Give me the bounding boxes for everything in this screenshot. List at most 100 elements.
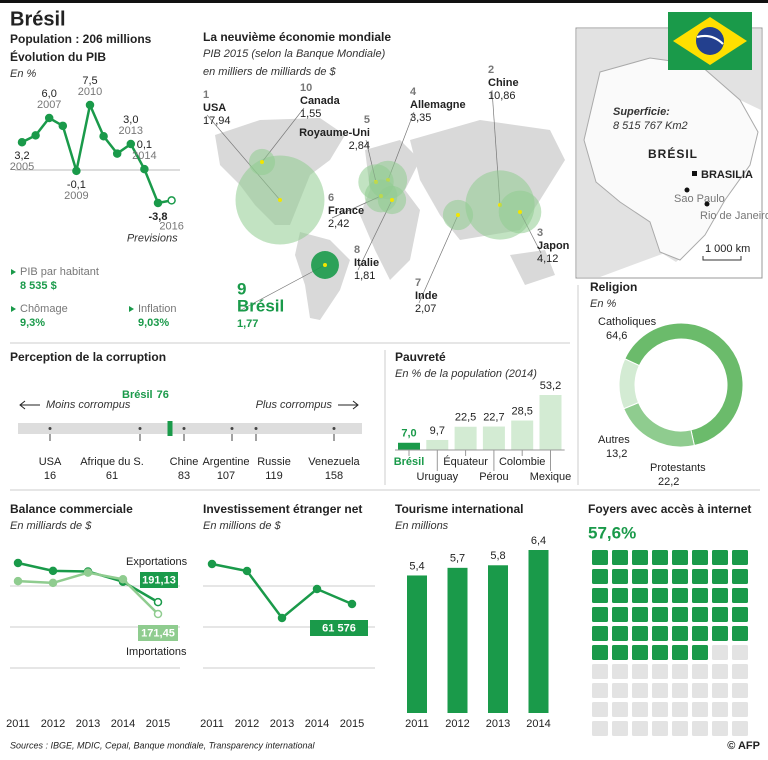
- area: 8 515 767 Km2: [613, 120, 688, 132]
- arrow: [338, 400, 359, 410]
- country: Inde: [415, 290, 438, 302]
- waffle-cell-filled: [632, 569, 648, 584]
- waffle-cell-filled: [672, 550, 688, 565]
- value-label: 22,2: [658, 476, 679, 488]
- waffle-cell-empty: [632, 721, 648, 736]
- point: [118, 575, 128, 584]
- waffle-cell-empty: [672, 702, 688, 717]
- bar: [539, 395, 562, 450]
- waffle-cell-filled: [692, 569, 708, 584]
- waffle-cell-empty: [692, 721, 708, 736]
- waffle-cell-filled: [612, 569, 628, 584]
- value-label: 2,42: [328, 218, 349, 230]
- chart-title: Investissement étranger net: [203, 502, 362, 516]
- waffle-cell-filled: [652, 588, 668, 603]
- bar: [447, 567, 468, 713]
- highlight-value: 76: [157, 389, 169, 401]
- value-label: 158: [325, 470, 343, 482]
- waffle-cell-filled: [672, 626, 688, 641]
- city-marker: [684, 187, 690, 193]
- waffle-cell-filled: [732, 607, 748, 622]
- x-tick-label: 2012: [445, 718, 469, 730]
- point: [99, 131, 108, 141]
- series-label: Importations: [126, 646, 187, 658]
- value-label: 3,0: [123, 114, 138, 126]
- waffle-cell-filled: [652, 550, 668, 565]
- point: [44, 113, 54, 123]
- bubble-center: [390, 198, 394, 202]
- country: France: [328, 205, 364, 217]
- rank: 1: [203, 89, 209, 101]
- bubble-center: [323, 263, 327, 267]
- chart-title: Pauvreté: [395, 350, 446, 364]
- value-label: 5,8: [490, 550, 505, 562]
- x-tick-label: 2011: [6, 718, 30, 730]
- rank: 8: [354, 244, 360, 256]
- waffle-cell-empty: [672, 683, 688, 698]
- scale-bar: [702, 256, 742, 261]
- waffle-cell-empty: [632, 683, 648, 698]
- waffle-cell-filled: [692, 626, 708, 641]
- country: Italie: [354, 257, 379, 269]
- point: [167, 196, 176, 205]
- bubble-center: [278, 198, 282, 202]
- value-label: 7,0: [401, 428, 416, 440]
- waffle-cell-filled: [652, 645, 668, 660]
- value-label: 5,7: [450, 553, 465, 565]
- x-tick-label: 2014: [526, 718, 550, 730]
- scale-end-label: Moins corrompus: [46, 399, 131, 411]
- point: [140, 164, 149, 174]
- waffle-cell-filled: [692, 550, 708, 565]
- value-label: 64,6: [606, 330, 627, 342]
- country: USA: [203, 102, 226, 114]
- city: Rio de Janeiro: [700, 210, 768, 222]
- value-label: 61: [106, 470, 118, 482]
- waffle-cell-filled: [712, 588, 728, 603]
- flag: [668, 12, 752, 70]
- rank: 6: [328, 192, 334, 204]
- series-line: [17, 571, 159, 615]
- bar: [454, 426, 477, 450]
- chart-title: Tourisme international: [395, 502, 523, 516]
- credit: © AFP: [727, 740, 760, 752]
- bubble-center: [518, 210, 522, 214]
- x-tick-label: 2012: [235, 718, 259, 730]
- x-tick-label: Équateur: [443, 455, 488, 468]
- chart-title: Religion: [590, 280, 637, 294]
- x-tick-label: 2005: [10, 161, 34, 173]
- waffle-cell-filled: [712, 569, 728, 584]
- waffle-cell-filled: [632, 588, 648, 603]
- waffle-cell-filled: [592, 607, 608, 622]
- bullet: [11, 269, 16, 275]
- value-label: 9,7: [430, 425, 445, 437]
- value-label: 1,77: [237, 318, 258, 330]
- waffle-cell-empty: [612, 702, 628, 717]
- rank: 5: [364, 114, 370, 126]
- waffle-cell-empty: [712, 645, 728, 660]
- point: [112, 149, 122, 158]
- x-tick-label: 2011: [200, 718, 224, 730]
- country-name: BRÉSIL: [648, 146, 698, 161]
- top-rule: [0, 0, 768, 3]
- waffle-cell-filled: [692, 645, 708, 660]
- leader-line: [418, 214, 459, 304]
- city: Sao Paulo: [674, 193, 725, 205]
- rank: 10: [300, 82, 312, 94]
- x-tick-label: Mexique: [530, 471, 572, 483]
- value-label: 119: [265, 470, 283, 482]
- x-tick-label: 2007: [37, 99, 61, 111]
- waffle-cell-empty: [712, 664, 728, 679]
- waffle-cell-filled: [592, 569, 608, 584]
- waffle-cell-filled: [692, 588, 708, 603]
- waffle-cell-empty: [612, 683, 628, 698]
- point: [83, 568, 93, 577]
- waffle-cell-filled: [672, 607, 688, 622]
- slice-label: Autres: [598, 434, 630, 446]
- highlight-label: Brésil 76: [122, 389, 169, 401]
- marker-dot: [48, 427, 52, 430]
- waffle-cell-empty: [732, 683, 748, 698]
- x-tick-label: 2015: [146, 718, 170, 730]
- chart-title: La neuvième économie mondiale: [203, 30, 391, 44]
- sources: Sources : IBGE, MDIC, Cepal, Banque mond…: [10, 740, 315, 750]
- x-tick-label: Colombie: [499, 456, 545, 468]
